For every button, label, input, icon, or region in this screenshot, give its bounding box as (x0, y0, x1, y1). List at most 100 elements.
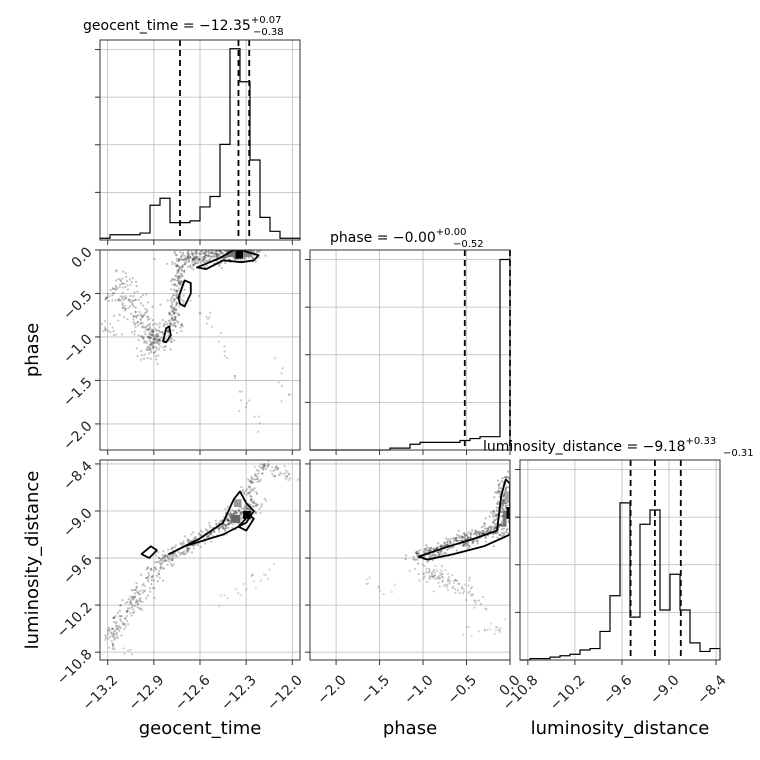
hist-phase-bin-11 (420, 442, 430, 450)
pair-phase-vs-geocent_time-point (239, 241, 241, 243)
pair-phase-vs-geocent_time-point (140, 326, 144, 329)
pair-luminosity_distance-vs-phase-point (456, 539, 459, 542)
pair-phase-vs-geocent_time-point (150, 329, 153, 332)
pair-luminosity_distance-vs-geocent_time-point (106, 632, 110, 635)
pair-phase-vs-geocent_time-point (179, 280, 182, 283)
pair-luminosity_distance-vs-geocent_time-point (112, 616, 116, 619)
pair-phase-vs-geocent_time-point (186, 256, 189, 259)
pair-phase-vs-geocent_time-point (227, 248, 229, 250)
pair-luminosity_distance-vs-geocent_time-point (218, 521, 221, 524)
pair-luminosity_distance-vs-geocent_time-point (229, 511, 232, 514)
pair-luminosity_distance-vs-phase-point (496, 500, 500, 503)
pair-phase-vs-geocent_time-point (158, 340, 161, 343)
pair-phase-vs-geocent_time-point (239, 241, 241, 243)
pair-luminosity_distance-vs-geocent_time-point (235, 512, 238, 515)
pair-luminosity_distance-vs-geocent_time-point (287, 479, 290, 482)
pair-phase-vs-geocent_time-point (141, 336, 145, 339)
pair-luminosity_distance-vs-phase-point (440, 573, 444, 576)
pair-phase-vs-geocent_time-point (151, 334, 154, 337)
pair-luminosity_distance-vs-geocent_time-point (158, 576, 161, 579)
pair-phase-vs-geocent_time-point (236, 247, 238, 249)
pair-luminosity_distance-vs-geocent_time-point (220, 524, 224, 527)
pair-luminosity_distance-vs-phase-point (443, 541, 446, 544)
pair-luminosity_distance-vs-geocent_time-point (252, 477, 255, 481)
pair-luminosity_distance-vs-geocent_time-point (148, 590, 152, 593)
pair-phase-vs-geocent_time-point (128, 305, 132, 308)
pair-luminosity_distance-vs-geocent_time-point (263, 497, 266, 500)
pair-phase-vs-geocent_time-point (144, 326, 147, 329)
pair-luminosity_distance-vs-geocent_time-point (234, 511, 237, 514)
pair-luminosity_distance-vs-phase-xticklabel-1: −1.5 (358, 672, 393, 707)
pair-phase-vs-geocent_time-point (147, 335, 150, 339)
pair-luminosity_distance-vs-geocent_time-point (150, 576, 153, 579)
hist-luminosity_distance-bin-17 (690, 643, 700, 660)
pair-phase-vs-geocent_time-point (171, 260, 174, 264)
pair-phase-vs-geocent_time-point (135, 314, 138, 317)
pair-luminosity_distance-vs-phase-point (495, 515, 498, 518)
pair-luminosity_distance-vs-geocent_time-point (215, 522, 218, 525)
pair-luminosity_distance-vs-geocent_time-point (111, 643, 115, 646)
pair-luminosity_distance-vs-phase-point (502, 493, 505, 496)
pair-luminosity_distance-vs-phase-point (422, 577, 425, 580)
pair-luminosity_distance-vs-phase-point (465, 625, 468, 629)
pair-luminosity_distance-vs-geocent_time-point (258, 507, 261, 510)
pair-luminosity_distance-vs-phase-point (460, 535, 463, 538)
pair-phase-vs-geocent_time-point (178, 287, 181, 290)
pair-luminosity_distance-vs-geocent_time-point (112, 635, 116, 639)
pair-luminosity_distance-vs-geocent_time-point (231, 508, 234, 512)
pair-luminosity_distance-vs-phase-point (502, 500, 505, 503)
pair-luminosity_distance-vs-geocent_time-point (158, 569, 161, 573)
pair-luminosity_distance-vs-geocent_time-point (267, 464, 270, 468)
pair-luminosity_distance-vs-phase-point (443, 541, 446, 545)
pair-luminosity_distance-vs-phase-point (433, 547, 436, 550)
pair-phase-vs-geocent_time-point (180, 269, 184, 273)
pair-phase-vs-geocent_time-point (150, 342, 154, 345)
pair-phase-vs-geocent_time-point (211, 252, 214, 255)
pair-phase-vs-geocent_time-point (174, 275, 178, 278)
pair-phase-vs-geocent_time-point (287, 393, 290, 397)
pair-phase-vs-geocent_time-point (239, 259, 242, 262)
pair-luminosity_distance-vs-geocent_time-point (210, 540, 213, 543)
pair-luminosity_distance-vs-geocent_time-point (111, 644, 115, 647)
pair-luminosity_distance-vs-phase-point (493, 632, 497, 635)
pair-luminosity_distance-vs-geocent_time-point (187, 548, 190, 551)
pair-luminosity_distance-vs-geocent_time-point (129, 600, 132, 604)
pair-phase-vs-geocent_time-point (198, 257, 201, 260)
pair-luminosity_distance-vs-phase-point (477, 533, 481, 536)
pair-luminosity_distance-vs-phase-point (492, 511, 496, 514)
pair-luminosity_distance-vs-geocent_time-point (133, 595, 137, 598)
pair-luminosity_distance-vs-geocent_time-point (125, 611, 128, 614)
pair-phase-vs-geocent_time-point (260, 247, 262, 249)
pair-phase-vs-geocent_time-point (181, 254, 184, 257)
pair-phase-vs-geocent_time-point (153, 351, 156, 354)
pair-phase-vs-geocent_time-point (144, 333, 147, 336)
pair-phase-vs-geocent_time-point (180, 268, 183, 271)
pair-luminosity_distance-vs-phase-point (458, 582, 461, 585)
pair-phase-vs-geocent_time-density-cell-1 (226, 250, 236, 257)
pair-luminosity_distance-vs-geocent_time-point (157, 556, 160, 559)
pair-luminosity_distance-vs-phase-point (471, 593, 474, 596)
pair-phase-vs-geocent_time-point (210, 251, 213, 254)
pair-luminosity_distance-vs-geocent_time-point (242, 582, 245, 585)
pair-phase-vs-geocent_time-point (180, 280, 183, 283)
pair-luminosity_distance-vs-geocent_time-point (171, 557, 174, 560)
pair-luminosity_distance-vs-phase-point (502, 497, 506, 500)
pair-phase-vs-geocent_time-point (156, 341, 159, 344)
pair-luminosity_distance-vs-geocent_time-point (113, 648, 116, 651)
pair-luminosity_distance-vs-phase-point (515, 499, 517, 501)
pair-luminosity_distance-vs-geocent_time-point (129, 648, 132, 651)
pair-luminosity_distance-vs-geocent_time-point (286, 475, 289, 478)
pair-luminosity_distance-vs-phase-point (471, 541, 474, 544)
pair-phase-vs-geocent_time-point (120, 333, 124, 336)
pair-phase-vs-geocent_time-point (113, 287, 117, 291)
pair-luminosity_distance-vs-phase-point (450, 537, 453, 540)
pair-luminosity_distance-vs-geocent_time-point (250, 495, 253, 498)
pair-luminosity_distance-vs-geocent_time-point (247, 478, 250, 481)
pair-phase-vs-geocent_time-point (153, 338, 156, 341)
pair-phase-vs-geocent_time-point (182, 300, 186, 303)
pair-luminosity_distance-vs-geocent_time-point (226, 505, 229, 508)
pair-luminosity_distance-vs-geocent_time-xticklabel-4: −12.0 (264, 672, 306, 714)
pair-phase-vs-geocent_time-point (121, 282, 124, 285)
pair-luminosity_distance-vs-geocent_time-point (267, 463, 270, 467)
pair-luminosity_distance-vs-geocent_time-point (136, 600, 139, 603)
